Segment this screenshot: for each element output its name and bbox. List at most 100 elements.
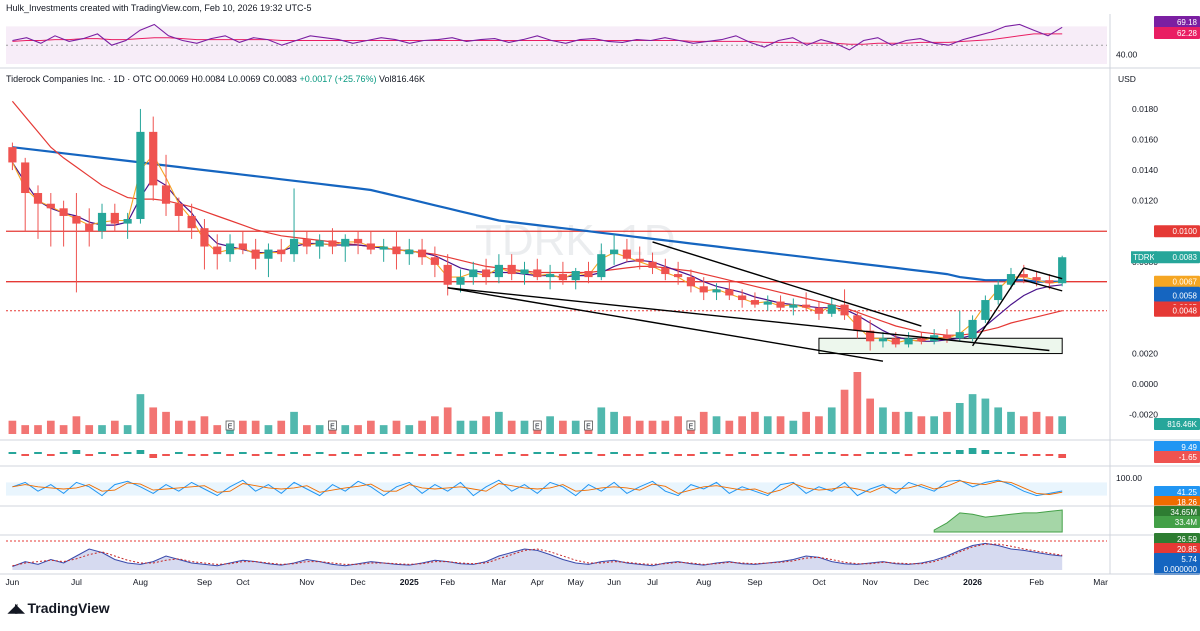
stoch-badge	[1154, 486, 1200, 498]
volume-bar	[917, 416, 926, 434]
candle-body	[597, 254, 606, 278]
candle-body	[469, 269, 478, 278]
macd-histogram-bar	[277, 454, 286, 456]
candle-body	[699, 286, 708, 293]
macd-histogram-bar	[725, 454, 734, 456]
ma-price-badge	[1154, 275, 1200, 288]
obv-badge-label: 34.65M	[1170, 508, 1197, 517]
candle-body	[712, 289, 721, 293]
candle-body	[417, 249, 427, 258]
macd-histogram-bar	[1058, 454, 1067, 458]
last-price-badge	[1154, 251, 1200, 264]
candle-body	[315, 240, 324, 247]
ma-price-badge	[1154, 304, 1200, 317]
volume-bar	[827, 407, 836, 434]
candle-body	[571, 270, 580, 281]
macd-histogram-bar	[687, 454, 695, 456]
obv-badge	[1154, 516, 1200, 528]
time-axis-label: Jul	[71, 577, 82, 587]
macd-histogram-bar	[456, 454, 465, 456]
candle-body	[1019, 274, 1028, 278]
candle-body	[520, 269, 529, 275]
candle-body	[302, 238, 311, 247]
adx-badge	[1154, 533, 1200, 545]
volume-bar	[981, 398, 990, 434]
ma-long-line	[12, 146, 1063, 283]
candle-body	[161, 185, 171, 204]
macd-histogram-bar	[559, 454, 567, 456]
adx-badge-label: 0.000000	[1164, 565, 1198, 574]
macd-histogram-bar	[34, 452, 42, 454]
candle-body	[277, 249, 286, 255]
last-price-badge-label: 0.0083	[1173, 253, 1198, 262]
macd-histogram-bar	[1045, 454, 1054, 456]
time-axis-label: Jun	[607, 577, 621, 587]
obv-badge-label: 33.4M	[1175, 518, 1198, 527]
volume-bar	[392, 420, 401, 434]
macd-histogram-bar	[507, 452, 516, 454]
candle-body	[264, 249, 273, 259]
candle-body	[789, 304, 798, 308]
candle-body	[366, 243, 375, 250]
macd-histogram-bar	[930, 452, 939, 454]
macd-histogram-bar	[110, 454, 119, 456]
trendline	[652, 241, 922, 327]
candle-body	[981, 300, 990, 320]
volume-bar	[303, 425, 311, 434]
stoch-badge-label: 41.25	[1177, 488, 1198, 497]
candle-body	[379, 246, 388, 250]
candle-body	[866, 330, 875, 342]
volume-bar	[341, 425, 350, 434]
candle-body	[149, 131, 158, 186]
macd-histogram-bar	[85, 454, 94, 456]
macd-histogram-bar	[174, 452, 183, 454]
candle-body	[33, 193, 43, 204]
candle-body	[456, 277, 465, 285]
volume-bar	[72, 416, 81, 434]
legend-low: L0.0069	[227, 74, 261, 84]
macd-histogram-bar	[776, 452, 785, 454]
macd-histogram-bar	[482, 452, 490, 454]
candle-body	[8, 147, 17, 163]
volume-bar	[571, 420, 580, 434]
candle-body	[814, 307, 824, 314]
candle-body	[635, 258, 644, 262]
macd-histogram-bar	[123, 452, 132, 454]
header-caption: Hulk_Investments created with TradingVie…	[6, 3, 312, 13]
macd-histogram-bar	[303, 454, 311, 456]
volume-bar	[405, 425, 414, 434]
candle-body	[610, 249, 619, 255]
volume-bar	[994, 407, 1003, 434]
volume-bar	[699, 411, 708, 434]
candle-body	[802, 304, 811, 308]
macd-histogram-bar	[226, 454, 234, 456]
adx-area	[12, 543, 1063, 570]
time-axis-label: Feb	[440, 577, 455, 587]
rsi-badge	[1154, 27, 1200, 39]
macd-histogram-bar	[994, 452, 1003, 454]
volume-bar	[379, 425, 388, 434]
volume-bar	[891, 411, 900, 434]
price-tick-label: 0.0020	[1132, 349, 1158, 359]
price-tick-label: -0.0020	[1129, 410, 1158, 420]
symbol-watermark: TDRK, 1D	[475, 216, 675, 265]
earnings-marker-label: E	[228, 424, 233, 431]
candle-body	[1045, 280, 1054, 284]
volume-bar	[546, 416, 554, 434]
macd-histogram-bar	[341, 452, 350, 454]
consolidation-box	[818, 337, 1063, 355]
stoch-badge	[1154, 496, 1200, 508]
tradingview-logo[interactable]: ◢◣ TradingView	[8, 600, 110, 616]
macd-histogram-bar	[648, 452, 657, 454]
candle-body	[97, 212, 107, 232]
candle-body	[289, 238, 299, 255]
candle-body	[443, 264, 452, 285]
candle-body	[110, 212, 119, 224]
macd-histogram-bar	[789, 454, 798, 456]
legend-change: +0.0017 (+25.76%)	[299, 74, 377, 84]
legend-high: H0.0084	[191, 74, 226, 84]
candle-body	[533, 269, 542, 278]
time-axis-label: Jul	[647, 577, 658, 587]
candle-body	[238, 243, 247, 250]
